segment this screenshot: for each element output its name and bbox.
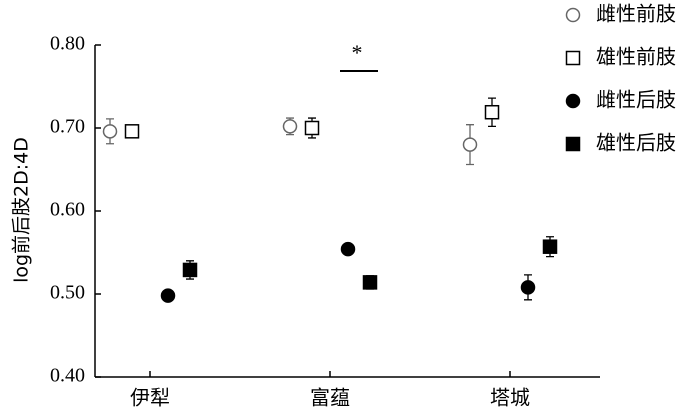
point: [282, 119, 298, 134]
point: [462, 137, 478, 152]
y-axis-label: log前后肢2D:4D: [11, 137, 33, 283]
legend-marker: [565, 7, 581, 23]
x-tick-label: 伊犁: [130, 386, 170, 410]
legend-label: 雌性后肢: [596, 88, 676, 112]
legend-marker: [565, 50, 581, 66]
y-tick-label: 0.70: [50, 116, 85, 138]
point: [304, 120, 320, 136]
point: [160, 288, 176, 303]
y-tick-label: 0.50: [50, 282, 85, 304]
legend-label: 雄性前肢: [596, 45, 676, 69]
point: [182, 262, 198, 278]
x-tick-label: 塔城: [490, 386, 530, 410]
point: [542, 239, 558, 254]
y-tick-label: 0.60: [50, 199, 85, 221]
y-tick-label: 0.80: [50, 33, 85, 55]
y-tick-label: 0.40: [50, 365, 85, 387]
point: [124, 124, 140, 139]
legend-marker: [565, 93, 581, 109]
point: [102, 124, 118, 139]
legend-label: 雌性前肢: [596, 2, 676, 26]
annotation: *: [352, 40, 363, 65]
point: [484, 104, 500, 120]
point: [520, 280, 536, 295]
legend-marker: [565, 136, 581, 152]
x-tick-label: 富蕴: [310, 386, 350, 410]
point: [340, 241, 356, 257]
legend-label: 雄性后肢: [596, 131, 676, 155]
point: [362, 275, 378, 290]
